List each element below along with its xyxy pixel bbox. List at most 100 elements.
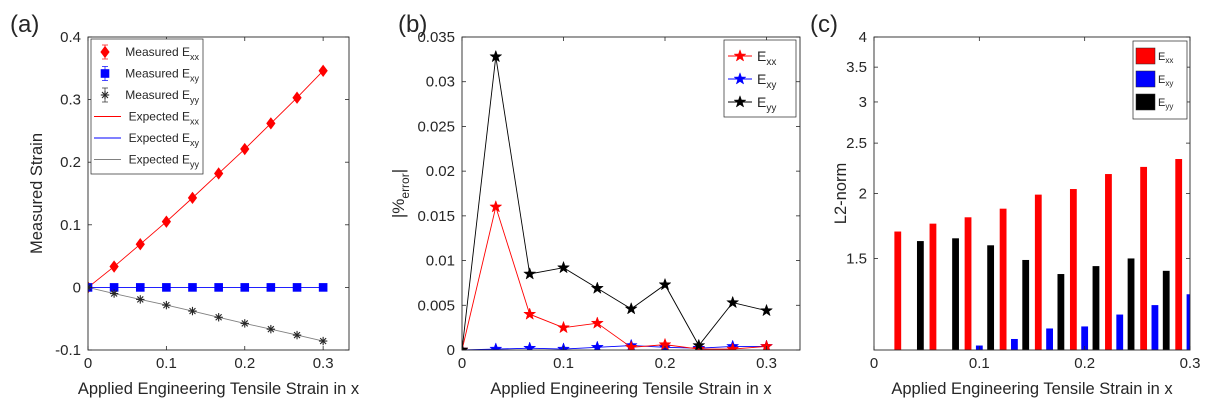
point-measured-xy-7 <box>266 283 276 292</box>
point-measured-xy-4 <box>188 283 197 292</box>
y-axis-label: |%error| <box>389 169 412 218</box>
point-xy-4 <box>590 340 604 350</box>
point-measured-yy-1 <box>109 289 119 298</box>
y-tick-label: 0.03 <box>426 74 455 91</box>
legend-label-yy: Expected Eyy <box>129 153 200 170</box>
bar-xy-5 <box>1081 326 1089 350</box>
point-yy-4 <box>590 281 604 294</box>
bar-xx-4 <box>1034 194 1042 350</box>
line-yy <box>462 56 767 350</box>
asterisk-stroke <box>189 307 196 315</box>
legend-label-yy: Eyy <box>1158 97 1173 111</box>
x-tick-label: 0 <box>84 355 92 372</box>
bar-xx-0 <box>894 231 902 350</box>
legend-swatch-xx <box>1135 47 1156 65</box>
y-tick-label: 0.015 <box>417 208 455 225</box>
asterisk-stroke <box>110 290 118 297</box>
y-tick-label: 2.5 <box>846 135 867 152</box>
legend-label-xx: Expected Exx <box>129 110 200 127</box>
bar-xy-6 <box>1116 314 1124 350</box>
y-tick-label: 0.01 <box>426 253 455 270</box>
x-tick-label: 0.2 <box>655 355 676 372</box>
y-axis-label: Measured Strain <box>28 133 46 254</box>
legend-label-xy: Exy <box>1158 74 1173 88</box>
data-layer <box>88 64 328 346</box>
point-xx-2 <box>523 307 537 320</box>
asterisk-stroke <box>215 313 223 321</box>
x-axis-label: Applied Engineering Tensile Strain in x <box>78 380 360 398</box>
x-tick-label: 0 <box>458 355 466 372</box>
axes-box <box>461 36 801 351</box>
point-measured-xy-9 <box>318 283 328 292</box>
y-tick-label: -0.1 <box>55 342 81 359</box>
point-measured-yy-2 <box>136 295 145 304</box>
bar-xy-7 <box>1151 305 1159 350</box>
legend: Measured Exx Measured Exy Measured Eyy Expe… <box>90 38 204 175</box>
point-yy-2 <box>523 267 537 280</box>
legend-marker-yy <box>100 90 110 100</box>
point-yy-8 <box>726 295 740 309</box>
x-tick-label: 0.3 <box>1180 355 1201 372</box>
legend: Exx Exy Eyy <box>1132 40 1188 120</box>
point-measured-yy-9 <box>318 336 328 346</box>
asterisk-stroke <box>163 301 170 309</box>
data-layer <box>894 159 1190 350</box>
point-measured-xx-2 <box>135 238 145 251</box>
point-measured-yy-4 <box>188 306 197 316</box>
point-measured-xy-6 <box>240 283 250 292</box>
point-yy-7 <box>692 338 706 350</box>
asterisk-stroke <box>267 325 275 333</box>
line-xy <box>462 345 767 350</box>
asterisk-stroke <box>293 331 301 339</box>
legend-marker-xy <box>100 69 110 78</box>
legend-marker-xx <box>733 49 747 62</box>
legend: Exx Exy Eyy <box>723 39 797 118</box>
point-measured-xy-3 <box>162 283 171 292</box>
x-tick-label: 0.1 <box>969 355 990 372</box>
bar-yy-0 <box>916 241 924 350</box>
bar-yy-7 <box>1162 270 1170 350</box>
y-tick-label: 0.025 <box>417 118 455 135</box>
legend-label-yy: Eyy <box>757 94 776 114</box>
bar-xx-6 <box>1105 174 1112 350</box>
y-tick-label: 0 <box>73 279 81 296</box>
asterisk-stroke <box>241 320 249 327</box>
point-measured-xx-8 <box>292 91 302 104</box>
point-yy-6 <box>658 277 672 291</box>
data-layer <box>462 49 774 350</box>
point-measured-yy-7 <box>266 324 276 334</box>
x-tick-label: 0.3 <box>313 355 334 372</box>
asterisk-stroke <box>101 91 109 99</box>
y-tick-label: 1.5 <box>846 250 867 267</box>
point-yy-5 <box>624 301 638 315</box>
y-tick-label: 0.4 <box>60 29 81 46</box>
point-measured-yy-3 <box>162 300 171 310</box>
bar-xy-3 <box>1011 338 1018 350</box>
y-tick-label: 0 <box>447 342 455 359</box>
legend-marker-yy <box>733 95 747 108</box>
legend-label-xy: Measured Exy <box>125 67 199 84</box>
point-measured-xy-2 <box>135 283 145 292</box>
panel-b: (b) 0 0.1 0.2 0.3 0 0.005 0.01 0.015 0.02 0.025 0.0… <box>389 11 801 398</box>
line-xx <box>462 205 767 350</box>
x-tick-label: 0.1 <box>553 355 574 372</box>
bar-yy-1 <box>952 238 959 350</box>
panel-label: (b) <box>398 11 427 38</box>
point-xx-8 <box>726 342 740 350</box>
asterisk-stroke <box>319 337 327 345</box>
x-tick-label: 0.3 <box>756 355 777 372</box>
legend-label-xx: Exx <box>757 48 776 68</box>
point-measured-yy-5 <box>214 313 223 322</box>
point-yy-3 <box>556 260 571 274</box>
bar-yy-3 <box>1022 259 1030 350</box>
bar-yy-6 <box>1127 258 1135 350</box>
y-tick-label: 0.02 <box>426 163 455 180</box>
point-measured-xx-7 <box>266 117 276 130</box>
bar-yy-5 <box>1092 266 1100 350</box>
line-expected-yy <box>88 286 324 342</box>
x-tick-label: 0.1 <box>156 355 177 372</box>
legend-marker-xx <box>100 45 110 59</box>
point-xx-4 <box>590 316 604 329</box>
axes-box <box>87 36 350 351</box>
